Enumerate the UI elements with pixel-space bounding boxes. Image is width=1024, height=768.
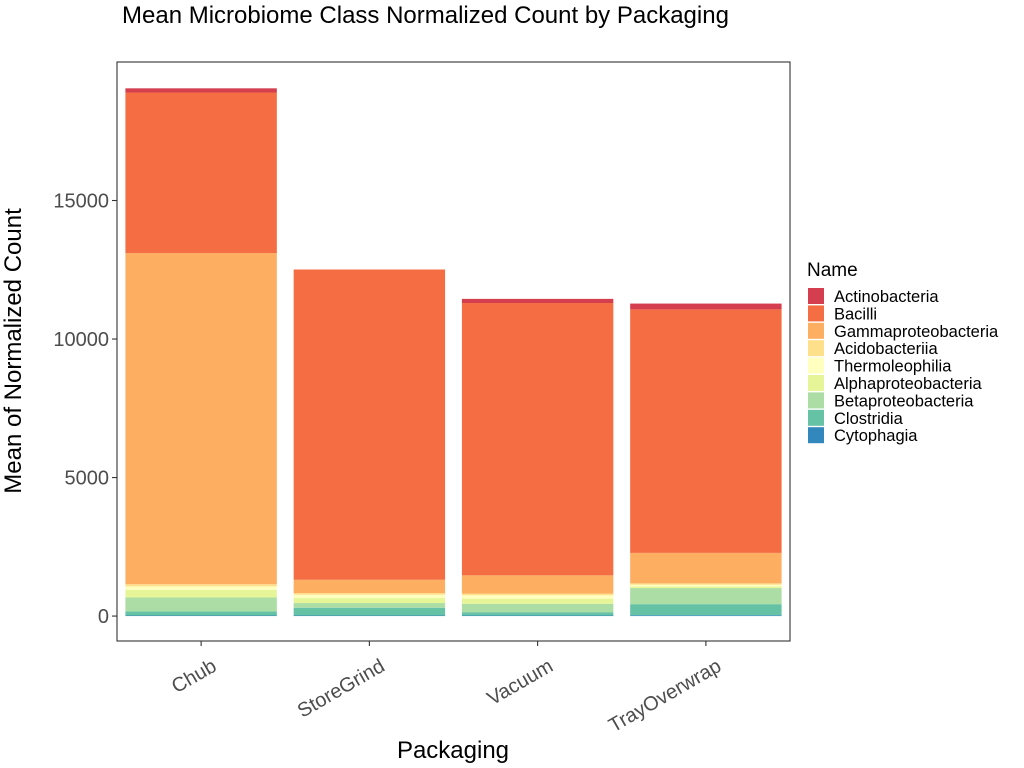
- legend-label-gammaproteobacteria: Gammaproteobacteria: [834, 323, 999, 341]
- bar-vacuum-cytophagia: [461, 615, 614, 617]
- bar-vacuum-bacilli: [461, 303, 614, 576]
- legend-label-cytophagia: Cytophagia: [834, 427, 918, 445]
- legend-key-alphaproteobacteria: [808, 375, 824, 391]
- bar-storegrind-thermoleophilia: [293, 594, 446, 599]
- legend-key-actinobacteria: [808, 288, 824, 304]
- x-tick-label-chub: Chub: [168, 655, 220, 698]
- bar-trayoverwrap-betaproteobacteria: [630, 588, 782, 605]
- y-tick-label: 15000: [53, 191, 109, 213]
- y-tick-label: 0: [98, 606, 109, 628]
- x-tick-label-vacuum: Vacuum: [484, 655, 557, 710]
- bar-storegrind-acidobacteriia: [293, 593, 446, 595]
- x-tick-label-storegrind: StoreGrind: [294, 655, 389, 722]
- plot-panel-border: [116, 61, 791, 642]
- bar-vacuum-clostridia: [461, 612, 614, 616]
- legend-title: Name: [807, 260, 858, 281]
- bar-vacuum-betaproteobacteria: [461, 603, 614, 613]
- legend-label-alphaproteobacteria: Alphaproteobacteria: [834, 375, 983, 393]
- legend-key-acidobacteriia: [808, 340, 824, 357]
- legend-key-betaproteobacteria: [808, 392, 824, 409]
- bar-trayoverwrap-gammaproteobacteria: [630, 552, 782, 584]
- bar-trayoverwrap-thermoleophilia: [630, 584, 782, 587]
- bar-chub-thermoleophilia: [125, 586, 277, 590]
- y-axis-title: Mean of Normalized Count: [0, 208, 27, 494]
- bar-chub-alphaproteobacteria: [125, 589, 277, 598]
- legend-label-bacilli: Bacilli: [834, 305, 877, 323]
- legend-key-bacilli: [808, 305, 824, 322]
- bar-chub-cytophagia: [125, 615, 277, 617]
- bar-storegrind-gammaproteobacteria: [293, 579, 446, 594]
- bar-storegrind-cytophagia: [293, 615, 446, 617]
- bar-storegrind-clostridia: [293, 607, 446, 616]
- bar-trayoverwrap-acidobacteriia: [630, 583, 782, 585]
- legend-label-actinobacteria: Actinobacteria: [834, 288, 939, 306]
- legend-key-clostridia: [808, 409, 824, 426]
- bar-vacuum-gammaproteobacteria: [461, 575, 614, 594]
- x-axis-title: Packaging: [397, 737, 509, 764]
- bar-trayoverwrap-cytophagia: [630, 615, 782, 617]
- legend-label-acidobacteriia: Acidobacteriia: [834, 340, 938, 358]
- legend-key-cytophagia: [808, 427, 824, 444]
- x-tick-label-trayoverwrap: TrayOverwrap: [605, 655, 725, 737]
- y-axis: 0 5000 10000 15000: [53, 191, 117, 628]
- legend-label-thermoleophilia: Thermoleophilia: [834, 358, 952, 376]
- plot-area: [125, 88, 782, 617]
- bar-chub-gammaproteobacteria: [125, 253, 277, 585]
- bar-storegrind-alphaproteobacteria: [293, 598, 446, 604]
- legend-label-clostridia: Clostridia: [834, 410, 904, 428]
- chart-title: Mean Microbiome Class Normalized Count b…: [122, 2, 729, 29]
- bar-trayoverwrap-bacilli: [630, 309, 782, 553]
- bar-vacuum-actinobacteria: [461, 298, 614, 304]
- y-tick-label: 10000: [53, 329, 109, 351]
- bar-trayoverwrap-actinobacteria: [630, 303, 782, 310]
- legend-label-betaproteobacteria: Betaproteobacteria: [834, 392, 974, 410]
- bar-chub-acidobacteriia: [125, 584, 277, 587]
- bar-storegrind-betaproteobacteria: [293, 603, 446, 608]
- legend-key-gammaproteobacteria: [808, 322, 824, 339]
- bar-chub-clostridia: [125, 611, 277, 616]
- bar-chub-actinobacteria: [125, 88, 277, 93]
- legend-key-thermoleophilia: [808, 357, 824, 374]
- bar-vacuum-alphaproteobacteria: [461, 598, 614, 604]
- y-tick-label: 5000: [65, 468, 110, 490]
- bar-trayoverwrap-clostridia: [630, 604, 782, 616]
- bar-trayoverwrap-alphaproteobacteria: [630, 586, 782, 589]
- bar-chub-betaproteobacteria: [125, 597, 277, 612]
- bar-chub-bacilli: [125, 92, 277, 254]
- x-axis: Chub StoreGrind Vacuum TrayOverwrap: [168, 641, 725, 737]
- legend: Name ActinobacteriaBacilliGammaproteobac…: [807, 260, 999, 445]
- bar-storegrind-bacilli: [293, 269, 446, 580]
- bar-vacuum-thermoleophilia: [461, 595, 614, 599]
- bar-vacuum-acidobacteriia: [461, 593, 614, 596]
